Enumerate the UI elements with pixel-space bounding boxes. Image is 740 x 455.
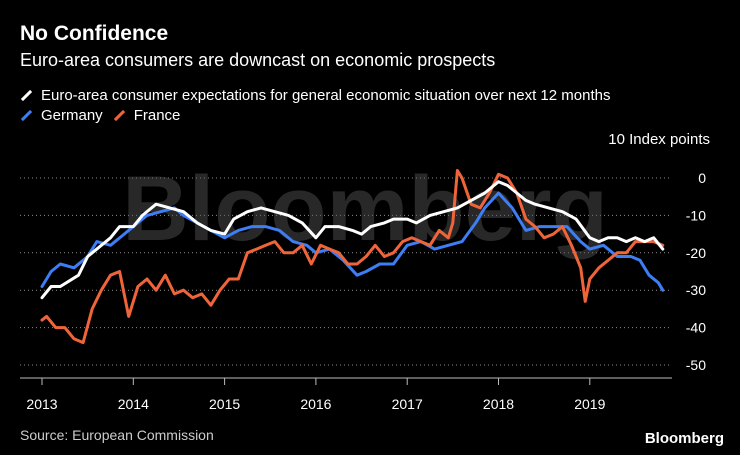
grid — [20, 177, 672, 366]
y-tick-label-2: -20 — [686, 245, 706, 261]
brand-logo: Bloomberg — [644, 430, 724, 447]
y-axis-unit-label: 10 Index points — [608, 131, 710, 148]
series-line-france — [40, 169, 665, 345]
x-tick-label-3: 2016 — [300, 396, 331, 412]
x-tick-label-4: 2017 — [392, 396, 423, 412]
y-tick-label-4: -40 — [686, 320, 706, 336]
y-axis: 0 -10 -20 -30 -40 -50 — [686, 170, 706, 373]
legend-label-germany: Germany — [41, 107, 103, 124]
y-tick-label-5: -50 — [686, 357, 706, 373]
legend-row-2: Germany France — [20, 107, 190, 124]
y-tick-label-3: -30 — [686, 282, 706, 298]
watermark: Bloomberg — [122, 158, 608, 260]
x-tick-label-0: 2013 — [26, 396, 57, 412]
legend-item-germany: Germany — [20, 107, 103, 124]
x-tick-label-5: 2018 — [483, 396, 514, 412]
chart-subtitle: Euro-area consumers are downcast on econ… — [20, 50, 496, 70]
x-tick-label-1: 2014 — [118, 396, 149, 412]
x-tick-label-2: 2015 — [209, 396, 240, 412]
chart-title: No Confidence — [20, 22, 169, 45]
legend-item-france: France — [113, 107, 181, 124]
x-axis: 2013 2014 2015 2016 2017 2018 2019 — [20, 377, 672, 412]
series-lines — [40, 169, 665, 345]
y-tick-label-1: -10 — [686, 207, 706, 223]
y-tick-label-0: 0 — [698, 170, 706, 186]
source-note: Source: European Commission — [20, 427, 214, 443]
x-tick-label-6: 2019 — [574, 396, 605, 412]
legend-label-france: France — [133, 107, 181, 124]
series-line-euro-area — [40, 180, 665, 300]
legend-row-1: Euro-area consumer expectations for gene… — [20, 87, 620, 104]
legend-item-euro-area: Euro-area consumer expectations for gene… — [20, 87, 610, 104]
legend-label-euro-area: Euro-area consumer expectations for gene… — [41, 87, 611, 104]
